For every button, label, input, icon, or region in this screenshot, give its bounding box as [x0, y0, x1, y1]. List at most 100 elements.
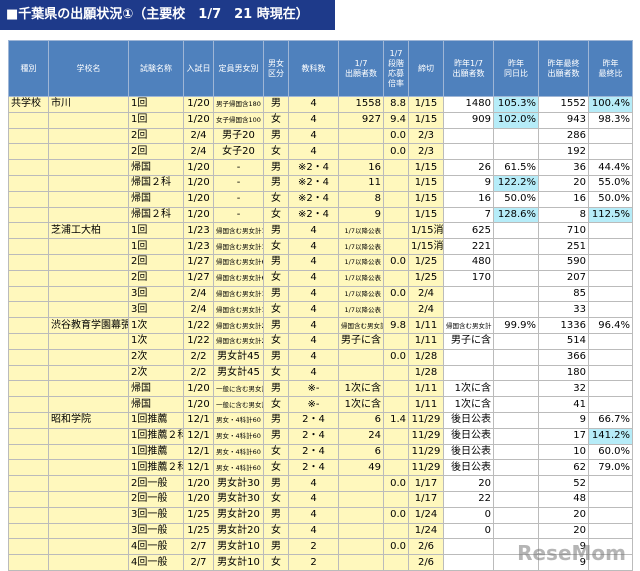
table-cell: 24 — [338, 427, 384, 445]
table-cell — [48, 522, 129, 540]
table-cell: 1次に含 — [338, 380, 384, 398]
table-cell — [588, 143, 633, 161]
table-row: 4回一般 2/7 男女計10 女 2 2/6 9 — [8, 554, 633, 571]
table-cell: 男 — [263, 174, 289, 192]
column-header: 種別 — [8, 40, 49, 97]
table-cell: 1/20 — [183, 396, 214, 413]
table-cell: 女 — [263, 238, 289, 255]
table-row: 帰国 1/20- 女 ※2・4 8 1/15 16 50.0% 16 50.0% — [8, 190, 633, 208]
table-cell: 4 — [288, 253, 339, 271]
table-cell: 22 — [443, 490, 494, 508]
table-cell: 11/29 — [408, 427, 444, 445]
table-cell — [8, 174, 49, 192]
table-cell: 2・4 — [288, 459, 339, 477]
table-cell: - — [213, 174, 264, 192]
table-cell — [8, 490, 49, 508]
table-cell — [8, 522, 49, 540]
table-cell — [8, 127, 49, 145]
table-cell — [8, 332, 49, 350]
table-cell: 2回 — [128, 269, 184, 287]
table-cell: 192 — [538, 143, 589, 161]
table-cell — [588, 127, 633, 145]
table-cell: 100.4% — [588, 96, 633, 113]
table-cell: 男女計30 — [213, 475, 264, 492]
table-cell: 11/29 — [408, 443, 444, 461]
table-cell — [383, 190, 409, 208]
table-cell: 帰国含む男女計60 — [213, 253, 264, 271]
table-cell: 1/20 — [183, 380, 214, 398]
table-cell: 1/22 — [183, 332, 214, 350]
table-cell: 16 — [538, 190, 589, 208]
column-header: 教科数 — [288, 40, 339, 97]
table-cell — [48, 143, 129, 161]
table-cell — [493, 396, 539, 413]
table-cell: 99.9% — [493, 317, 539, 334]
table-cell: 1次に含 — [338, 396, 384, 413]
table-cell: 2/7 — [183, 538, 214, 556]
table-cell: 帰国 — [128, 396, 184, 413]
table-cell: 帰国含む男女計60 — [213, 269, 264, 287]
table-cell — [493, 427, 539, 445]
table-cell — [443, 348, 494, 366]
table-cell — [383, 269, 409, 287]
application-table: 種別 学校名 試験名称 入試日 定員男女別 男女 区分 教科数 1/7 出願者数 1/7 段階 … — [8, 40, 633, 571]
table-cell: 男 — [263, 506, 289, 524]
table-cell — [383, 174, 409, 192]
table-cell — [8, 111, 49, 129]
table-cell: 927 — [338, 111, 384, 129]
table-cell: 1/7以降公表 — [338, 253, 384, 271]
table-cell: 市川 — [48, 96, 129, 113]
table-cell: 0.0 — [383, 348, 409, 366]
table-row: 共学校 市川 1回 1/20 男子帰国含180 男 4 1558 8.8 1/15 1480 105.… — [8, 96, 633, 113]
table-cell — [8, 159, 49, 176]
table-row: 渋谷教育学園幕張1次1/22帰国含む男女計215男4帰国含む男女計9.81/11… — [8, 317, 633, 334]
table-cell — [493, 222, 539, 240]
table-cell: 180 — [538, 364, 589, 382]
table-cell: 1回 — [128, 238, 184, 255]
table-cell — [338, 143, 384, 161]
table-cell: 66.7% — [588, 411, 633, 429]
table-cell — [48, 206, 129, 224]
table-cell — [588, 364, 633, 382]
table-row: 1回推薦２科 12/1 男女・4科計60 女 2・4 49 11/29 後日公表 62 79.0% — [8, 459, 633, 477]
table-cell: 2/4 — [183, 143, 214, 161]
table-cell: 0.0 — [383, 538, 409, 556]
table-cell: 1回 — [128, 96, 184, 113]
table-cell — [588, 269, 633, 287]
table-cell — [383, 459, 409, 477]
table-cell: 帰国 — [128, 159, 184, 176]
table-cell: 男 — [263, 538, 289, 556]
table-cell: 1/15 — [408, 174, 444, 192]
table-cell — [338, 554, 384, 571]
table-cell: 2 — [288, 538, 339, 556]
table-row: 2回一般 1/20 男女計30 女 4 1/17 22 48 — [8, 490, 633, 508]
table-cell — [493, 443, 539, 461]
table-cell — [48, 190, 129, 208]
table-cell: 1/11 — [408, 396, 444, 413]
table-cell: 男女計20 — [213, 506, 264, 524]
table-cell — [48, 443, 129, 461]
table-cell: 1次に含 — [443, 380, 494, 398]
table-cell: 1/25 — [408, 253, 444, 271]
table-cell: 男 — [263, 475, 289, 492]
table-cell — [493, 253, 539, 271]
table-cell: 共学校 — [8, 96, 49, 113]
table-cell: 98.3% — [588, 111, 633, 129]
table-cell — [8, 380, 49, 398]
table-cell: 207 — [538, 269, 589, 287]
table-cell — [8, 206, 49, 224]
table-cell: 79.0% — [588, 459, 633, 477]
table-cell — [383, 396, 409, 413]
table-cell — [588, 490, 633, 508]
table-cell — [338, 490, 384, 508]
table-cell — [493, 459, 539, 477]
table-cell: 8.8 — [383, 96, 409, 113]
table-cell: 男女計20 — [213, 522, 264, 540]
table-cell: 12/1 — [183, 427, 214, 445]
table-cell: 1/7以降公表 — [338, 285, 384, 303]
table-row: 昭和学院 1回推薦 12/1 男女・4科計60 男 2・4 6 1.4 11/29 後日公表 9 66… — [8, 411, 633, 429]
table-cell: 4 — [288, 111, 339, 129]
